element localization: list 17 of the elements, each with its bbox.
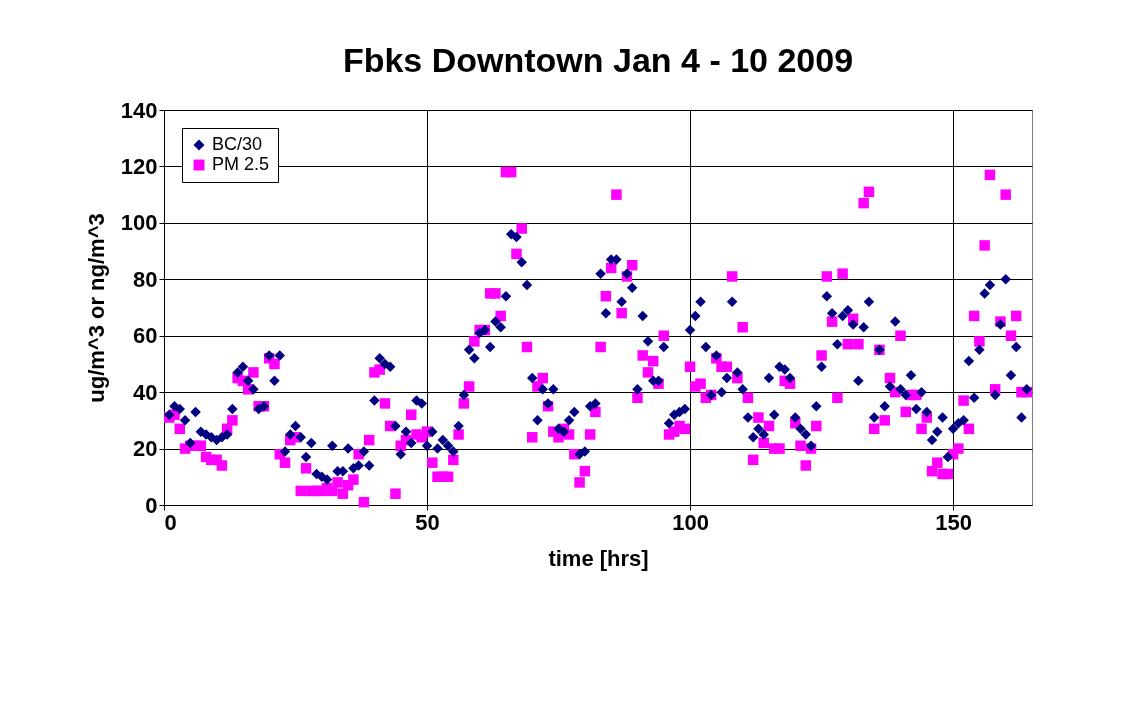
y-tick-label: 40 [133,379,158,405]
x-tick-label: 150 [935,509,972,535]
y-tick-label: 80 [133,266,158,292]
legend-label: PM 2.5 [212,154,270,174]
chart-title: Fbks Downtown Jan 4 - 10 2009 [342,41,854,79]
y-tick-label: 0 [145,492,158,518]
y-tick-label: 60 [133,323,158,349]
legend-label: BC/30 [212,134,263,154]
y-tick-label: 140 [120,97,158,123]
y-tick-label: 100 [120,210,158,236]
x-tick-label: 50 [415,509,440,535]
y-tick-label: 20 [133,436,158,462]
y-tick-label: 120 [120,153,158,179]
x-tick-label: 0 [164,509,177,535]
x-tick-label: 100 [672,509,709,535]
y-axis-title: ug/m^3 or ng/m^3 [83,213,109,403]
x-axis-title: time [hrs] [548,545,649,571]
